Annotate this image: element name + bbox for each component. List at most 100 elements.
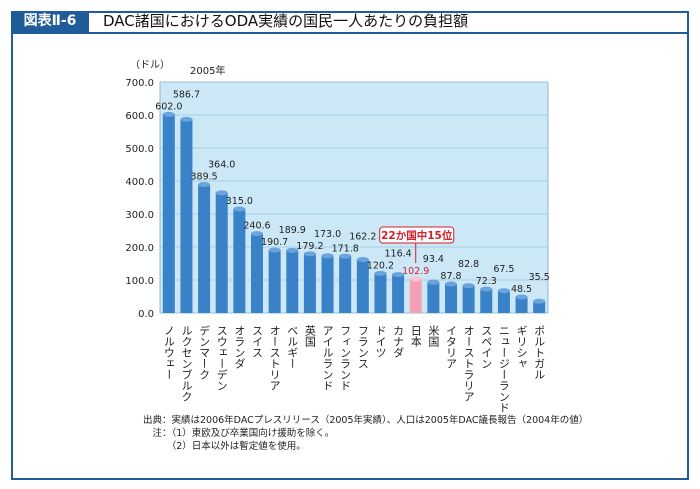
bar bbox=[162, 114, 175, 313]
data-label: 116.4 bbox=[384, 248, 411, 259]
bar-cap bbox=[445, 281, 457, 287]
bar bbox=[409, 279, 422, 313]
data-label: 35.5 bbox=[529, 272, 550, 283]
y-tick-label: 400.0 bbox=[125, 177, 154, 188]
bar bbox=[533, 301, 546, 313]
bar-cap bbox=[515, 294, 528, 300]
notes: 出典：実績は2006年DACプレスリリース（2005年実績）、人口は2005年D… bbox=[143, 414, 588, 453]
x-tick-label: 日本 bbox=[409, 325, 422, 348]
bar bbox=[180, 119, 193, 313]
y-tick-label: 100.0 bbox=[125, 276, 154, 287]
bar-cap bbox=[198, 181, 211, 187]
data-label: 67.5 bbox=[493, 264, 514, 275]
data-label: 162.2 bbox=[349, 231, 376, 242]
bar bbox=[374, 273, 387, 313]
data-label: 72.3 bbox=[476, 276, 497, 287]
bar bbox=[321, 255, 334, 313]
x-tick-label: カナダ bbox=[392, 325, 405, 358]
bar bbox=[215, 192, 228, 313]
x-tick-label: オーストラリア bbox=[462, 325, 475, 402]
bar-cap bbox=[303, 251, 316, 257]
figure-label: 図表Ⅱ-6 bbox=[11, 11, 89, 32]
bar-cap bbox=[180, 116, 193, 122]
x-tick-label: スウェーデン bbox=[215, 325, 228, 391]
bar bbox=[497, 290, 510, 313]
bar bbox=[392, 274, 405, 313]
bar-cap bbox=[462, 283, 475, 289]
x-tick-label: ベルギー bbox=[286, 325, 299, 369]
bar-cap bbox=[162, 111, 175, 117]
chart-subtitle: 2005年 bbox=[190, 66, 226, 77]
bar-cap bbox=[339, 253, 352, 259]
data-label: 173.0 bbox=[314, 229, 341, 240]
x-tick-label: アイルランド bbox=[321, 325, 334, 391]
data-label: 315.0 bbox=[226, 196, 253, 207]
bar bbox=[286, 250, 299, 313]
y-axis-unit: （ドル） bbox=[130, 60, 170, 71]
bar-cap bbox=[374, 270, 387, 276]
y-tick-label: 300.0 bbox=[125, 210, 154, 221]
x-tick-label: ルクセンブルク bbox=[180, 325, 193, 402]
x-tick-label: オランダ bbox=[233, 325, 246, 369]
data-label: 87.8 bbox=[440, 271, 461, 282]
data-label: 240.6 bbox=[243, 221, 270, 232]
bar-cap bbox=[533, 298, 546, 304]
x-tick-label: ニュージーランド bbox=[497, 325, 510, 412]
annotation-text: 22か国中15位 bbox=[381, 229, 453, 242]
x-tick-label: ドイツ bbox=[374, 325, 387, 358]
bar bbox=[427, 282, 440, 313]
figure-frame bbox=[11, 11, 689, 480]
bar bbox=[462, 285, 475, 313]
y-tick-label: 700.0 bbox=[125, 78, 154, 89]
source-note: 出典：実績は2006年DACプレスリリース（2005年実績）、人口は2005年D… bbox=[143, 415, 589, 426]
bar-cap bbox=[427, 279, 440, 285]
y-tick-label: 0.0 bbox=[138, 309, 154, 320]
data-label: 190.7 bbox=[261, 237, 288, 248]
bar bbox=[339, 256, 352, 313]
bar-cap bbox=[251, 231, 263, 237]
data-label: 102.9 bbox=[402, 266, 429, 277]
x-tick-label: フィンランド bbox=[339, 325, 352, 391]
data-label: 189.9 bbox=[279, 225, 306, 236]
bar-cap bbox=[356, 256, 369, 262]
note-1: 注：（1）東欧及び卒業国向け援助を除く。 bbox=[143, 428, 335, 439]
bar-cap bbox=[233, 206, 246, 212]
bar-cap bbox=[480, 286, 493, 292]
bar bbox=[233, 209, 246, 313]
bar-cap bbox=[268, 247, 281, 253]
bar bbox=[251, 233, 263, 313]
bar-cap bbox=[286, 247, 299, 253]
x-tick-label: ノルウェー bbox=[162, 325, 175, 380]
bar bbox=[268, 250, 281, 313]
x-tick-label: ギリシャ bbox=[515, 325, 528, 369]
data-label: 179.2 bbox=[296, 241, 323, 252]
x-tick-label: スペイン bbox=[480, 325, 493, 369]
x-tick-label: 米国 bbox=[427, 325, 440, 348]
bar bbox=[198, 184, 211, 313]
data-label: 171.8 bbox=[332, 243, 359, 254]
bar-cap bbox=[215, 190, 228, 196]
bar-cap bbox=[321, 253, 334, 259]
x-tick-label: イタリア bbox=[445, 325, 458, 369]
bar bbox=[356, 259, 369, 313]
x-tick-label: フランス bbox=[356, 325, 369, 369]
annotation-box bbox=[379, 226, 455, 244]
data-label: 93.4 bbox=[423, 254, 444, 265]
data-label: 120.2 bbox=[367, 260, 394, 271]
bar-cap bbox=[409, 276, 422, 282]
data-label: 48.5 bbox=[511, 284, 532, 295]
y-tick-label: 200.0 bbox=[125, 243, 154, 254]
bar-chart: 0.0 100.0 200.0 300.0 400.0 500.0 600.0 700.0 60… bbox=[125, 78, 550, 412]
bar bbox=[445, 284, 457, 313]
data-label: 82.8 bbox=[458, 259, 479, 270]
bar-cap bbox=[392, 272, 405, 278]
note-2: （2）日本以外は暫定値を使用。 bbox=[143, 441, 306, 452]
x-tick-label: スイス bbox=[251, 325, 264, 358]
figure-title: DAC諸国におけるODA実績の国民一人あたりの負担額 bbox=[103, 12, 469, 30]
title-bar: 図表Ⅱ-6 DAC諸国におけるODA実績の国民一人あたりの負担額 bbox=[11, 11, 689, 34]
bar bbox=[515, 296, 528, 313]
y-tick-label: 600.0 bbox=[125, 111, 154, 122]
data-label: 602.0 bbox=[155, 101, 182, 112]
bar bbox=[480, 289, 493, 313]
data-label: 389.5 bbox=[190, 171, 217, 182]
